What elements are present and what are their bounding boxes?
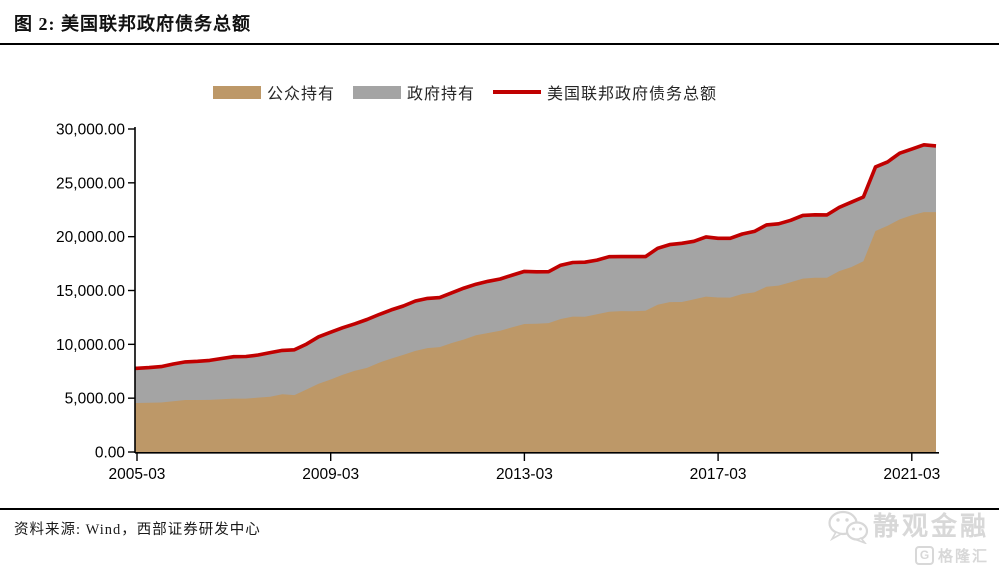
figure-title: 图 2: 美国联邦政府债务总额 [14,14,251,34]
x-tick-label: 2005-03 [109,466,166,483]
watermark-brand-text: 静观金融 [872,511,989,541]
x-tick-label: 2013-03 [496,466,553,483]
y-tick-label: 0.00 [95,445,126,462]
x-tick-label: 2021-03 [883,466,940,483]
government-swatch [353,85,402,99]
legend-item-total: 美国联邦政府债务总额 [493,80,717,104]
legend-label-total: 美国联邦政府债务总额 [547,86,718,103]
legend: 公众持有 政府持有 美国联邦政府债务总额 [213,80,717,104]
x-tick-label: 2017-03 [690,466,747,483]
legend-label-public: 公众持有 [267,86,336,103]
y-tick-label: 25,000.00 [56,175,125,192]
source-note: 资料来源: Wind，西部证券研发中心 [14,522,261,538]
legend-item-government: 政府持有 [353,80,475,104]
gelonghui-logo: G 格隆汇 [759,545,989,566]
y-tick-label: 20,000.00 [56,229,125,246]
legend-item-public: 公众持有 [213,80,335,104]
y-tick-label: 15,000.00 [56,283,125,300]
legend-label-government: 政府持有 [407,86,476,103]
title-divider [0,43,999,45]
source-divider [0,508,999,510]
x-tick-label: 2009-03 [302,466,359,483]
public-swatch [213,85,261,99]
total-debt-line [135,143,937,371]
watermark: 静观金融 G 格隆汇 [759,510,989,566]
y-tick-label: 10,000.00 [56,337,125,354]
wechat-icon [828,510,869,544]
area-0 [135,212,936,452]
gelonghui-logo-text: 格隆汇 [937,549,989,565]
y-tick-label: 30,000.00 [56,122,125,139]
gelonghui-g-icon: G [914,546,934,565]
total-line-swatch [493,90,542,94]
y-tick-label: 5,000.00 [65,391,126,408]
